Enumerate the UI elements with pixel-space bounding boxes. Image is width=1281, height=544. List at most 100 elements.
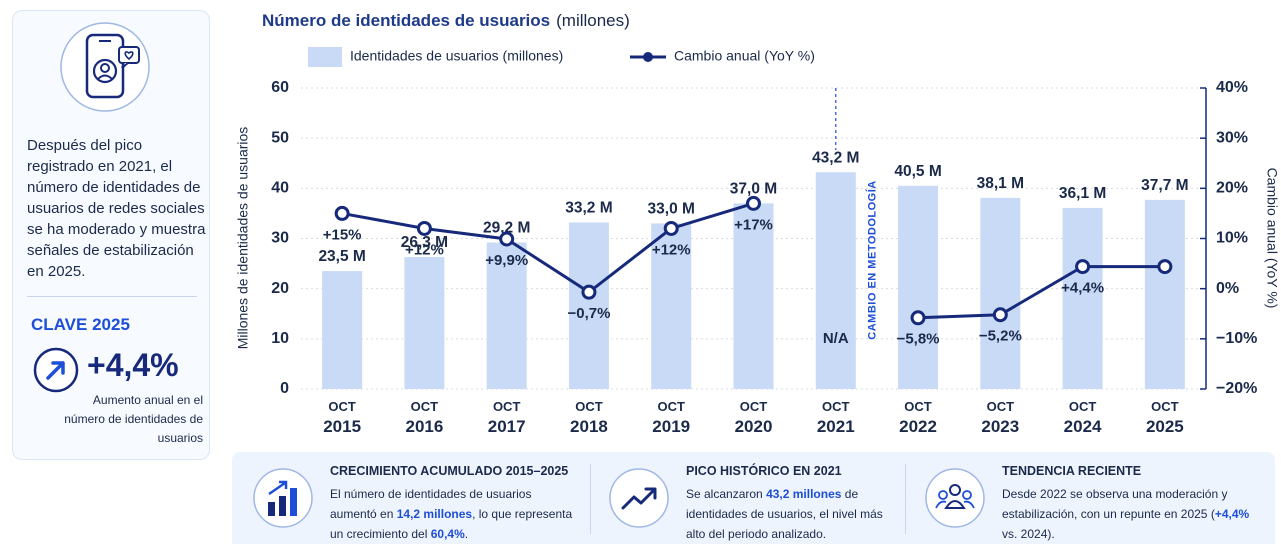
line-marker [499, 231, 515, 247]
bar [980, 197, 1021, 389]
y-tick-label: 0 [280, 380, 289, 397]
y-tick-label: 50 [271, 129, 289, 146]
bar-value-label: 33,0 M [648, 201, 695, 218]
line-marker [663, 220, 679, 236]
line-marker [581, 284, 597, 300]
y-tick-label: 30 [271, 230, 289, 247]
bar-value-label: 40,5 M [894, 163, 941, 180]
text-run: de identidades de usuarios, el nivel más… [686, 487, 883, 541]
bar [898, 185, 939, 389]
x-tick-label: OCT 2016 [405, 399, 444, 436]
text-run: Se alcanzaron [686, 487, 767, 501]
text-run: , lo que representa un crecimiento del [330, 507, 573, 541]
y2-tick-label: 40% [1216, 79, 1248, 96]
bar [1062, 207, 1103, 389]
card-text: El número de identidades de usuarios aum… [330, 484, 580, 544]
legend-item: Cambio anual (YoY %) [630, 48, 815, 64]
bar [651, 223, 692, 389]
highlight: +4,4% [1214, 507, 1250, 521]
separator [27, 296, 197, 297]
y-tick-label: 40 [271, 180, 289, 197]
bar-value-label: 33,2 M [565, 200, 612, 217]
highlight: 43,2 millones [766, 487, 842, 501]
x-tick-label: OCT 2024 [1063, 399, 1102, 436]
divider [905, 464, 906, 534]
y2-axis-label: Cambio anual (YoY %) [1264, 168, 1280, 309]
card: TENDENCIA RECIENTE Desde 2022 se observa… [905, 452, 1275, 544]
annotation: CAMBIO EN METODOLOGÍA [866, 180, 879, 339]
card: CRECIMIENTO ACUMULADO 2015–2025 El númer… [232, 452, 590, 544]
y-axis-label: Millones de identidades de usuarios [235, 127, 251, 350]
card: PICO HISTÓRICO EN 2021 Se alcanzaron 43,… [590, 452, 905, 544]
legend-label: Identidades de usuarios (millones) [350, 48, 563, 64]
title: Número de identidades de usuarios [262, 11, 550, 30]
card-title: TENDENCIA RECIENTE [1002, 464, 1142, 478]
phone-icon [60, 22, 150, 112]
chart: Número de identidades de usuarios (millon… [235, 11, 1281, 397]
summary-strip: CRECIMIENTO ACUMULADO 2015–2025 El númer… [232, 452, 1275, 544]
line [341, 201, 1165, 320]
bar-value-label: 26,3 M [401, 234, 448, 251]
card-icon [609, 468, 669, 528]
text-run: Desde 2022 se observa una moderación y e… [1002, 487, 1228, 521]
bar [733, 203, 774, 389]
line-value-label: +15% [323, 226, 362, 243]
legend-label: Cambio anual (YoY %) [674, 48, 815, 64]
text-run: El número de identidades de usuarios aum… [330, 487, 532, 521]
bar-value-label: 23,5 M [318, 248, 365, 265]
key-title: CLAVE 2025 [31, 315, 130, 334]
line-value-label: −5,2% [979, 328, 1022, 345]
bar-value-label: 29,2 M [483, 220, 530, 237]
y2-tick-label: 20% [1216, 180, 1248, 197]
y2-tick-label: −10% [1216, 330, 1257, 347]
x-tick-label: OCT 2023 [981, 399, 1020, 436]
legend-marker [643, 52, 653, 62]
legend-item: Identidades de usuarios (millones) [308, 47, 563, 67]
line-marker [1075, 259, 1091, 275]
x-tick-label: OCT 2022 [899, 399, 937, 436]
y2-tick-label: 30% [1216, 129, 1248, 146]
x-tick-label: OCT 2018 [570, 399, 608, 436]
divider [590, 464, 591, 534]
y2-tick-label: 10% [1216, 230, 1248, 247]
card-title: PICO HISTÓRICO EN 2021 [686, 464, 842, 478]
key-caption: Aumento anual en el número de identidade… [64, 393, 203, 445]
line-value-label: +12% [652, 241, 691, 258]
x-tick-label: OCT 2019 [652, 399, 691, 436]
x-tick-label: OCT 2025 [1145, 399, 1184, 436]
bar [1144, 199, 1185, 389]
legend-swatch [308, 47, 342, 67]
x-tick-label: OCT 2021 [816, 399, 855, 436]
x-tick-label: OCT 2017 [487, 399, 526, 436]
key-value: +4,4% [87, 347, 179, 383]
bar [815, 172, 856, 389]
card-icon [253, 468, 313, 528]
text-run: . [464, 527, 469, 541]
highlight: 60,4% [430, 527, 465, 541]
line-marker [992, 307, 1008, 323]
line-value-label: +17% [734, 216, 773, 233]
panel-text: Después del pico registrado en 2021, el … [27, 137, 206, 280]
bar-value-label: 36,1 M [1059, 185, 1106, 202]
card-icon [925, 468, 985, 528]
line-value-label: +4,4% [1061, 280, 1104, 297]
y2-tick-label: 0% [1216, 280, 1239, 297]
highlight: 14,2 millones [396, 507, 473, 521]
line-value-label: −0,7% [567, 305, 610, 322]
line-value-label: +12% [405, 241, 444, 258]
bar [322, 271, 363, 389]
line-marker [416, 220, 432, 236]
line-value-label: −5,8% [897, 331, 940, 348]
x-tick-label: OCT 2015 [323, 399, 362, 436]
bar [568, 222, 609, 389]
line-value-label: +9,9% [485, 252, 528, 269]
arrow-icon [33, 347, 79, 393]
bar-value-label: 38,1 M [977, 175, 1024, 192]
line-marker [746, 195, 761, 211]
y2-tick-label: −20% [1216, 380, 1257, 397]
bar-value-label: 37,0 M [730, 180, 777, 197]
line-value-label: N/A [823, 330, 849, 347]
card-title: CRECIMIENTO ACUMULADO 2015–2025 [330, 464, 569, 478]
side-panel: Después del pico registrado en 2021, el … [12, 10, 210, 460]
